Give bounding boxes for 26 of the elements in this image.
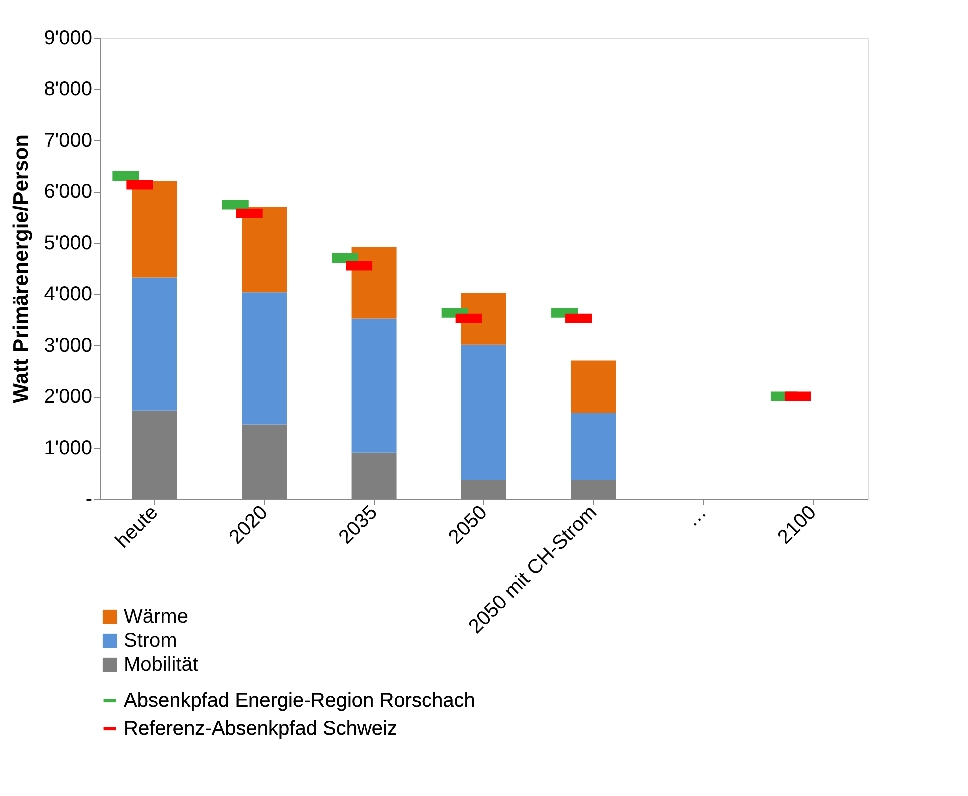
y-tick-label: 2'000 — [44, 386, 92, 408]
y-tick-label: 8'000 — [44, 78, 92, 101]
bar — [352, 318, 397, 453]
y-tick-label: 3'000 — [44, 334, 92, 357]
y-tick-label: 1'000 — [44, 437, 92, 460]
y-tick-label: 7'000 — [44, 130, 92, 152]
bar — [132, 181, 178, 278]
bar — [132, 278, 178, 411]
bar — [242, 292, 288, 425]
bar — [352, 246, 397, 319]
legend-label: Referenz-Absenkpfad Schweiz — [124, 718, 398, 740]
legend-label: Strom — [124, 630, 178, 652]
y-tick-label: 9'000 — [44, 28, 92, 50]
bar — [462, 344, 506, 480]
y-tick-label: 6'000 — [44, 181, 92, 204]
x-tick-label: … — [682, 502, 712, 532]
legend-label: Absenkpfad Energie-Region Rorschach — [124, 690, 476, 712]
bar — [242, 207, 288, 293]
y-tick-label: 5'000 — [44, 232, 92, 254]
legend-label: Mobilität — [124, 654, 199, 676]
y-axis-title: Watt Primärenergie/Person — [10, 134, 34, 404]
bar — [571, 360, 616, 413]
y-tick-label: 4'000 — [44, 284, 92, 306]
y-tick-label: - — [86, 488, 92, 510]
legend-label: Wärme — [124, 606, 188, 628]
bar — [571, 412, 616, 480]
